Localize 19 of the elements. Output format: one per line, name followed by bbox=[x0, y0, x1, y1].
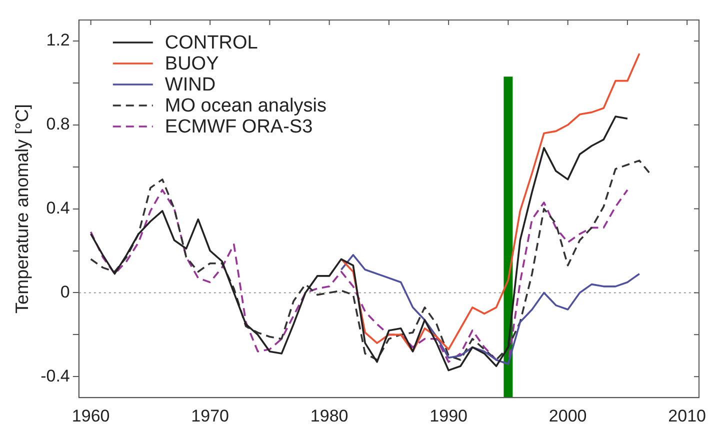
legend-label: MO ocean analysis bbox=[164, 96, 326, 117]
y-tick-label: 0.4 bbox=[46, 198, 70, 218]
x-tick-label: 1970 bbox=[191, 406, 229, 426]
legend-label: WIND bbox=[164, 74, 216, 96]
y-tick-label: 0.8 bbox=[46, 114, 70, 134]
legend-label: ECMWF ORA-S3 bbox=[164, 116, 313, 138]
line-series bbox=[90, 189, 628, 365]
x-tick-label: 1980 bbox=[310, 406, 348, 426]
y-tick-label: -0.4 bbox=[40, 366, 70, 386]
x-tick-label: 2000 bbox=[548, 406, 587, 426]
x-tick-label: 1990 bbox=[430, 406, 468, 426]
x-tick-label: 2010 bbox=[668, 406, 706, 426]
x-tick-label: 1960 bbox=[72, 406, 110, 426]
y-tick-label: 0 bbox=[60, 282, 70, 302]
y-axis-title: Temperature anomaly [°C] bbox=[12, 104, 32, 314]
line-series bbox=[90, 160, 652, 361]
y-tick-label: 1.2 bbox=[46, 30, 70, 50]
legend-label: CONTROL bbox=[164, 32, 258, 54]
legend-label: BUOY bbox=[164, 54, 220, 75]
